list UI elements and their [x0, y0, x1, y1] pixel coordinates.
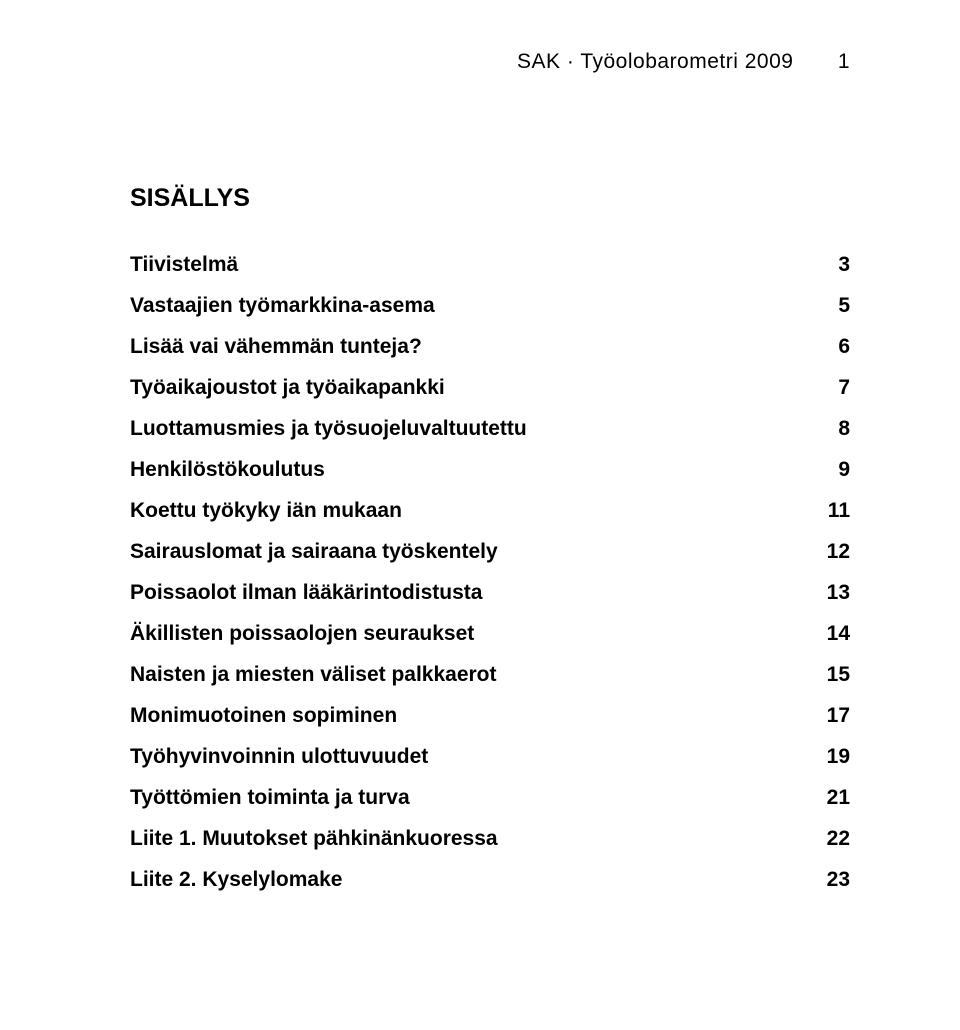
toc-entry-label: Liite 2. Kyselylomake	[130, 868, 342, 892]
toc-row: Henkilöstökoulutus 9	[130, 458, 850, 482]
toc-row: Työttömien toiminta ja turva 21	[130, 786, 850, 810]
toc-entry-page: 3	[838, 253, 850, 277]
toc-entry-label: Tiivistelmä	[130, 253, 238, 277]
table-of-contents: Tiivistelmä 3 Vastaajien työmarkkina-asema…	[130, 253, 850, 892]
toc-entry-page: 21	[827, 786, 850, 810]
toc-entry-page: 22	[827, 827, 850, 851]
toc-entry-page: 9	[838, 458, 850, 482]
toc-entry-page: 8	[838, 417, 850, 441]
toc-row: Liite 2. Kyselylomake 23	[130, 868, 850, 892]
toc-entry-page: 7	[838, 376, 850, 400]
toc-row: Tiivistelmä 3	[130, 253, 850, 277]
toc-entry-page: 5	[838, 294, 850, 318]
toc-entry-label: Liite 1. Muutokset pähkinänkuoressa	[130, 827, 498, 851]
toc-entry-page: 12	[827, 540, 850, 564]
toc-entry-label: Työttömien toiminta ja turva	[130, 786, 410, 810]
toc-row: Luottamusmies ja työsuojeluvaltuutettu 8	[130, 417, 850, 441]
toc-entry-page: 14	[827, 622, 850, 646]
toc-entry-label: Luottamusmies ja työsuojeluvaltuutettu	[130, 417, 527, 441]
toc-row: Lisää vai vähemmän tunteja? 6	[130, 335, 850, 359]
toc-entry-label: Vastaajien työmarkkina-asema	[130, 294, 435, 318]
header-page-number: 1	[838, 50, 850, 73]
toc-row: Työhyvinvoinnin ulottuvuudet 19	[130, 745, 850, 769]
toc-row: Poissaolot ilman lääkärintodistusta 13	[130, 581, 850, 605]
toc-entry-label: Monimuotoinen sopiminen	[130, 704, 397, 728]
toc-row: Sairauslomat ja sairaana työskentely 12	[130, 540, 850, 564]
toc-entry-page: 15	[827, 663, 850, 687]
toc-row: Monimuotoinen sopiminen 17	[130, 704, 850, 728]
header-text: SAK · Työolobarometri 2009	[517, 50, 793, 73]
toc-row: Koettu työkyky iän mukaan 11	[130, 499, 850, 523]
toc-row: Äkillisten poissaolojen seuraukset 14	[130, 622, 850, 646]
toc-row: Työaikajoustot ja työaikapankki 7	[130, 376, 850, 400]
toc-entry-label: Työaikajoustot ja työaikapankki	[130, 376, 445, 400]
toc-row: Vastaajien työmarkkina-asema 5	[130, 294, 850, 318]
toc-entry-page: 6	[838, 335, 850, 359]
document-page: SAK · Työolobarometri 2009 1 SISÄLLYS Ti…	[0, 0, 960, 1030]
toc-entry-page: 19	[827, 745, 850, 769]
toc-entry-page: 13	[827, 581, 850, 605]
toc-entry-label: Työhyvinvoinnin ulottuvuudet	[130, 745, 428, 769]
toc-entry-label: Poissaolot ilman lääkärintodistusta	[130, 581, 482, 605]
toc-entry-label: Henkilöstökoulutus	[130, 458, 325, 482]
toc-entry-label: Äkillisten poissaolojen seuraukset	[130, 622, 474, 646]
toc-entry-label: Lisää vai vähemmän tunteja?	[130, 335, 422, 359]
toc-row: Naisten ja miesten väliset palkkaerot 15	[130, 663, 850, 687]
toc-entry-page: 11	[828, 499, 850, 523]
toc-entry-label: Koettu työkyky iän mukaan	[130, 499, 402, 523]
toc-title: SISÄLLYS	[130, 184, 850, 213]
toc-entry-label: Sairauslomat ja sairaana työskentely	[130, 540, 498, 564]
toc-row: Liite 1. Muutokset pähkinänkuoressa 22	[130, 827, 850, 851]
toc-entry-label: Naisten ja miesten väliset palkkaerot	[130, 663, 497, 687]
toc-entry-page: 23	[827, 868, 850, 892]
page-header: SAK · Työolobarometri 2009 1	[130, 50, 850, 74]
toc-entry-page: 17	[827, 704, 850, 728]
